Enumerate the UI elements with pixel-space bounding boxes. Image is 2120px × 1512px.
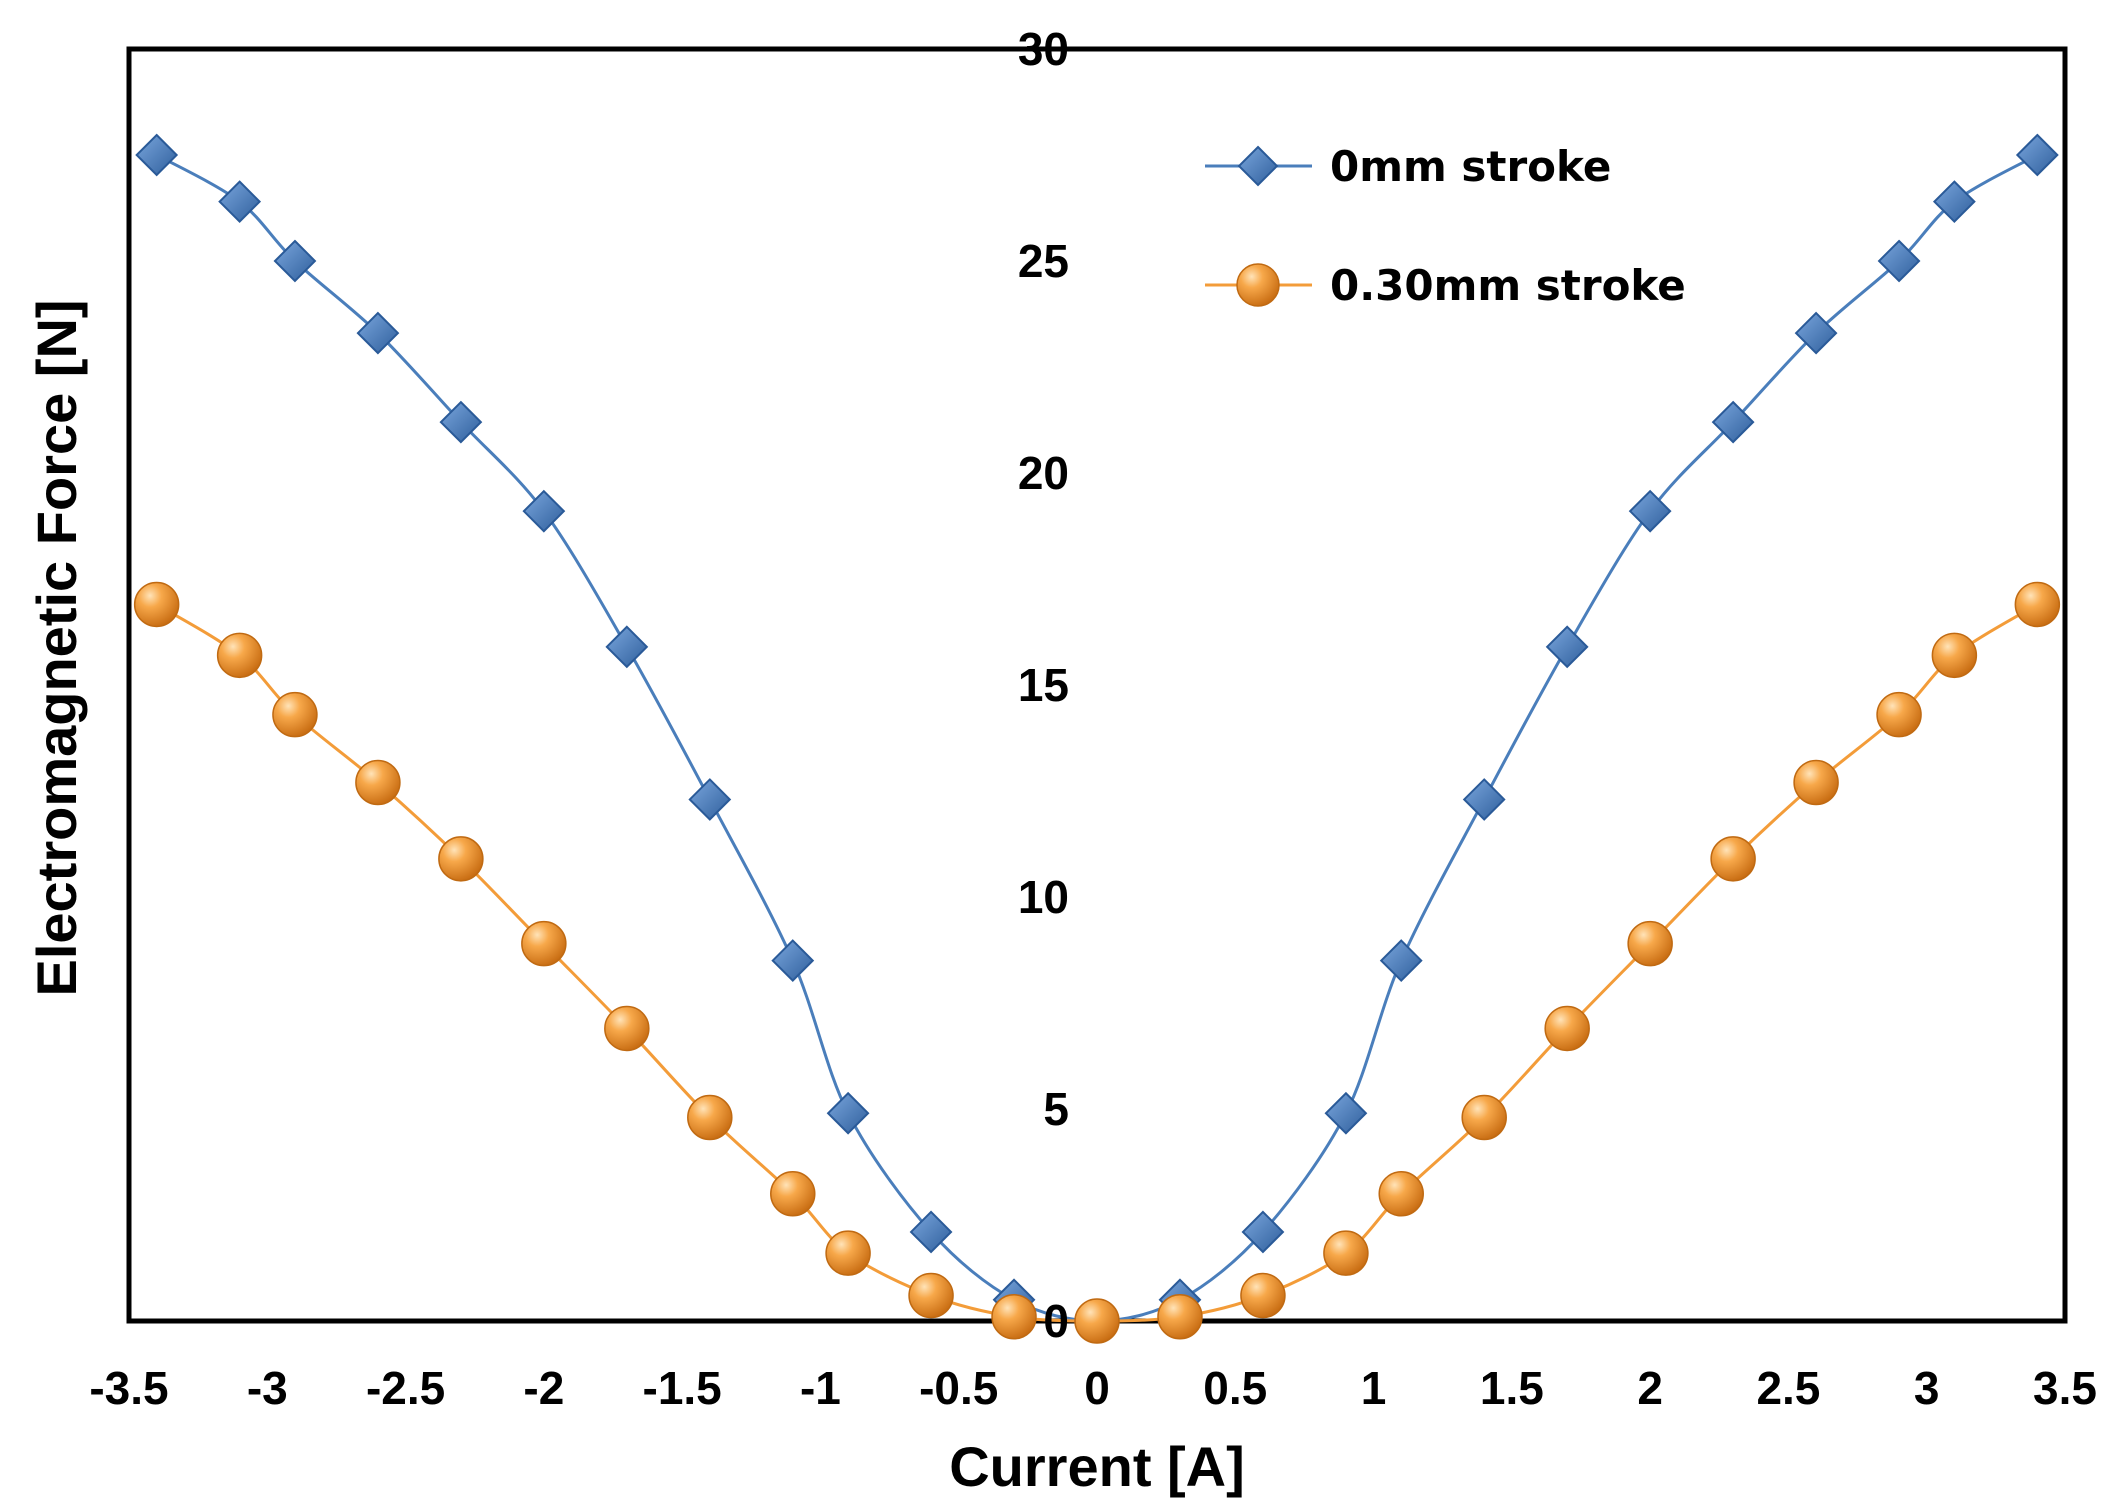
data-point-0mm-stroke <box>1932 180 1976 224</box>
x-axis-title: Current [A] <box>949 1435 1245 1498</box>
data-point-0mm-stroke <box>522 489 566 533</box>
data-point-0mm-stroke <box>771 939 815 983</box>
y-tick-label: 15 <box>1018 659 1069 711</box>
legend-entry-0mm-stroke: 0mm stroke <box>1205 142 1611 191</box>
y-tick-label: 25 <box>1018 235 1069 287</box>
data-point-030mm-stroke <box>272 691 318 738</box>
x-tick-label: -3.5 <box>89 1362 168 1414</box>
legend-marker-0mm-stroke <box>1237 145 1279 187</box>
data-point-030mm-stroke <box>991 1294 1037 1340</box>
data-point-030mm-stroke <box>1323 1230 1369 1276</box>
data-point-030mm-stroke <box>133 581 180 628</box>
data-point-030mm-stroke <box>1793 759 1839 806</box>
data-point-030mm-stroke <box>825 1230 871 1276</box>
y-axis-ticks: 0 5 10 15 20 25 30 <box>1018 23 1069 1347</box>
data-point-0mm-stroke <box>1711 400 1755 444</box>
x-tick-label: 3.5 <box>2033 1362 2097 1414</box>
legend-label-0mm-stroke: 0mm stroke <box>1330 142 1611 191</box>
x-tick-label: -2.5 <box>366 1362 445 1414</box>
y-tick-label: 0 <box>1043 1295 1069 1347</box>
x-tick-label: 2.5 <box>1756 1362 1820 1414</box>
data-point-030mm-stroke <box>1157 1294 1203 1340</box>
data-point-030mm-stroke <box>355 759 401 806</box>
data-point-030mm-stroke <box>770 1171 816 1217</box>
x-tick-label: 1.5 <box>1480 1362 1544 1414</box>
legend: 0mm stroke 0.30mm stroke <box>1205 142 1686 310</box>
data-point-0mm-stroke <box>273 239 317 283</box>
data-point-0mm-stroke <box>605 625 649 669</box>
data-point-030mm-stroke <box>1544 1005 1590 1052</box>
y-tick-label: 20 <box>1018 447 1069 499</box>
legend-entry-030mm-stroke: 0.30mm stroke <box>1205 261 1686 310</box>
x-tick-label: 3 <box>1914 1362 1940 1414</box>
data-point-0mm-stroke <box>1628 489 1672 533</box>
data-point-030mm-stroke <box>438 836 484 882</box>
data-point-030mm-stroke <box>1627 920 1673 967</box>
data-point-030mm-stroke <box>216 632 263 679</box>
data-point-030mm-stroke <box>2014 581 2061 628</box>
legend-marker-030mm-stroke <box>1236 263 1280 307</box>
data-point-0mm-stroke <box>1877 239 1921 283</box>
data-point-0mm-stroke <box>439 400 483 444</box>
series-030mm-stroke <box>133 581 2061 1344</box>
data-point-030mm-stroke <box>1074 1298 1120 1344</box>
y-tick-label: 30 <box>1018 23 1069 75</box>
data-point-0mm-stroke <box>688 778 732 821</box>
data-point-030mm-stroke <box>1240 1272 1286 1319</box>
x-tick-label: -3 <box>247 1362 288 1414</box>
data-point-0mm-stroke <box>356 311 400 355</box>
series-layer <box>133 133 2061 1344</box>
y-tick-label: 10 <box>1018 871 1069 923</box>
y-axis-title: Electromagnetic Force [N] <box>25 299 88 996</box>
plot-area <box>126 46 2068 1324</box>
data-point-0mm-stroke <box>1794 311 1838 355</box>
y-tick-label: 5 <box>1043 1083 1069 1135</box>
legend-label-030mm-stroke: 0.30mm stroke <box>1330 261 1686 310</box>
data-point-030mm-stroke <box>604 1005 650 1052</box>
data-point-0mm-stroke <box>1379 939 1423 983</box>
x-tick-label: 0.5 <box>1203 1362 1267 1414</box>
data-point-030mm-stroke <box>1876 691 1922 738</box>
x-tick-label: 2 <box>1637 1362 1663 1414</box>
x-axis-ticks: -3.5 -3 -2.5 -2 -1.5 -1 -0.5 0 0.5 1 1.5 2 2.5 3 3.5 <box>89 1362 2097 1414</box>
data-point-0mm-stroke <box>1462 778 1506 821</box>
x-tick-label: 1 <box>1361 1362 1387 1414</box>
x-tick-label: -1 <box>800 1362 841 1414</box>
x-tick-label: 0 <box>1084 1362 1110 1414</box>
data-point-0mm-stroke <box>2015 133 2059 177</box>
data-point-030mm-stroke <box>1378 1171 1424 1217</box>
data-point-0mm-stroke <box>1241 1210 1285 1254</box>
data-point-030mm-stroke <box>908 1272 954 1319</box>
x-tick-label: -1.5 <box>643 1362 722 1414</box>
x-tick-label: -2 <box>523 1362 564 1414</box>
data-point-0mm-stroke <box>909 1210 953 1254</box>
data-point-0mm-stroke <box>218 180 262 224</box>
data-point-0mm-stroke <box>1545 625 1589 669</box>
data-point-0mm-stroke <box>1324 1091 1368 1135</box>
data-point-030mm-stroke <box>1931 632 1978 679</box>
data-point-0mm-stroke <box>135 133 179 177</box>
data-point-030mm-stroke <box>1710 836 1756 882</box>
data-point-030mm-stroke <box>521 920 567 967</box>
x-tick-label: -0.5 <box>919 1362 998 1414</box>
data-point-0mm-stroke <box>826 1091 870 1135</box>
data-point-030mm-stroke <box>1461 1094 1507 1141</box>
data-point-030mm-stroke <box>687 1094 733 1141</box>
